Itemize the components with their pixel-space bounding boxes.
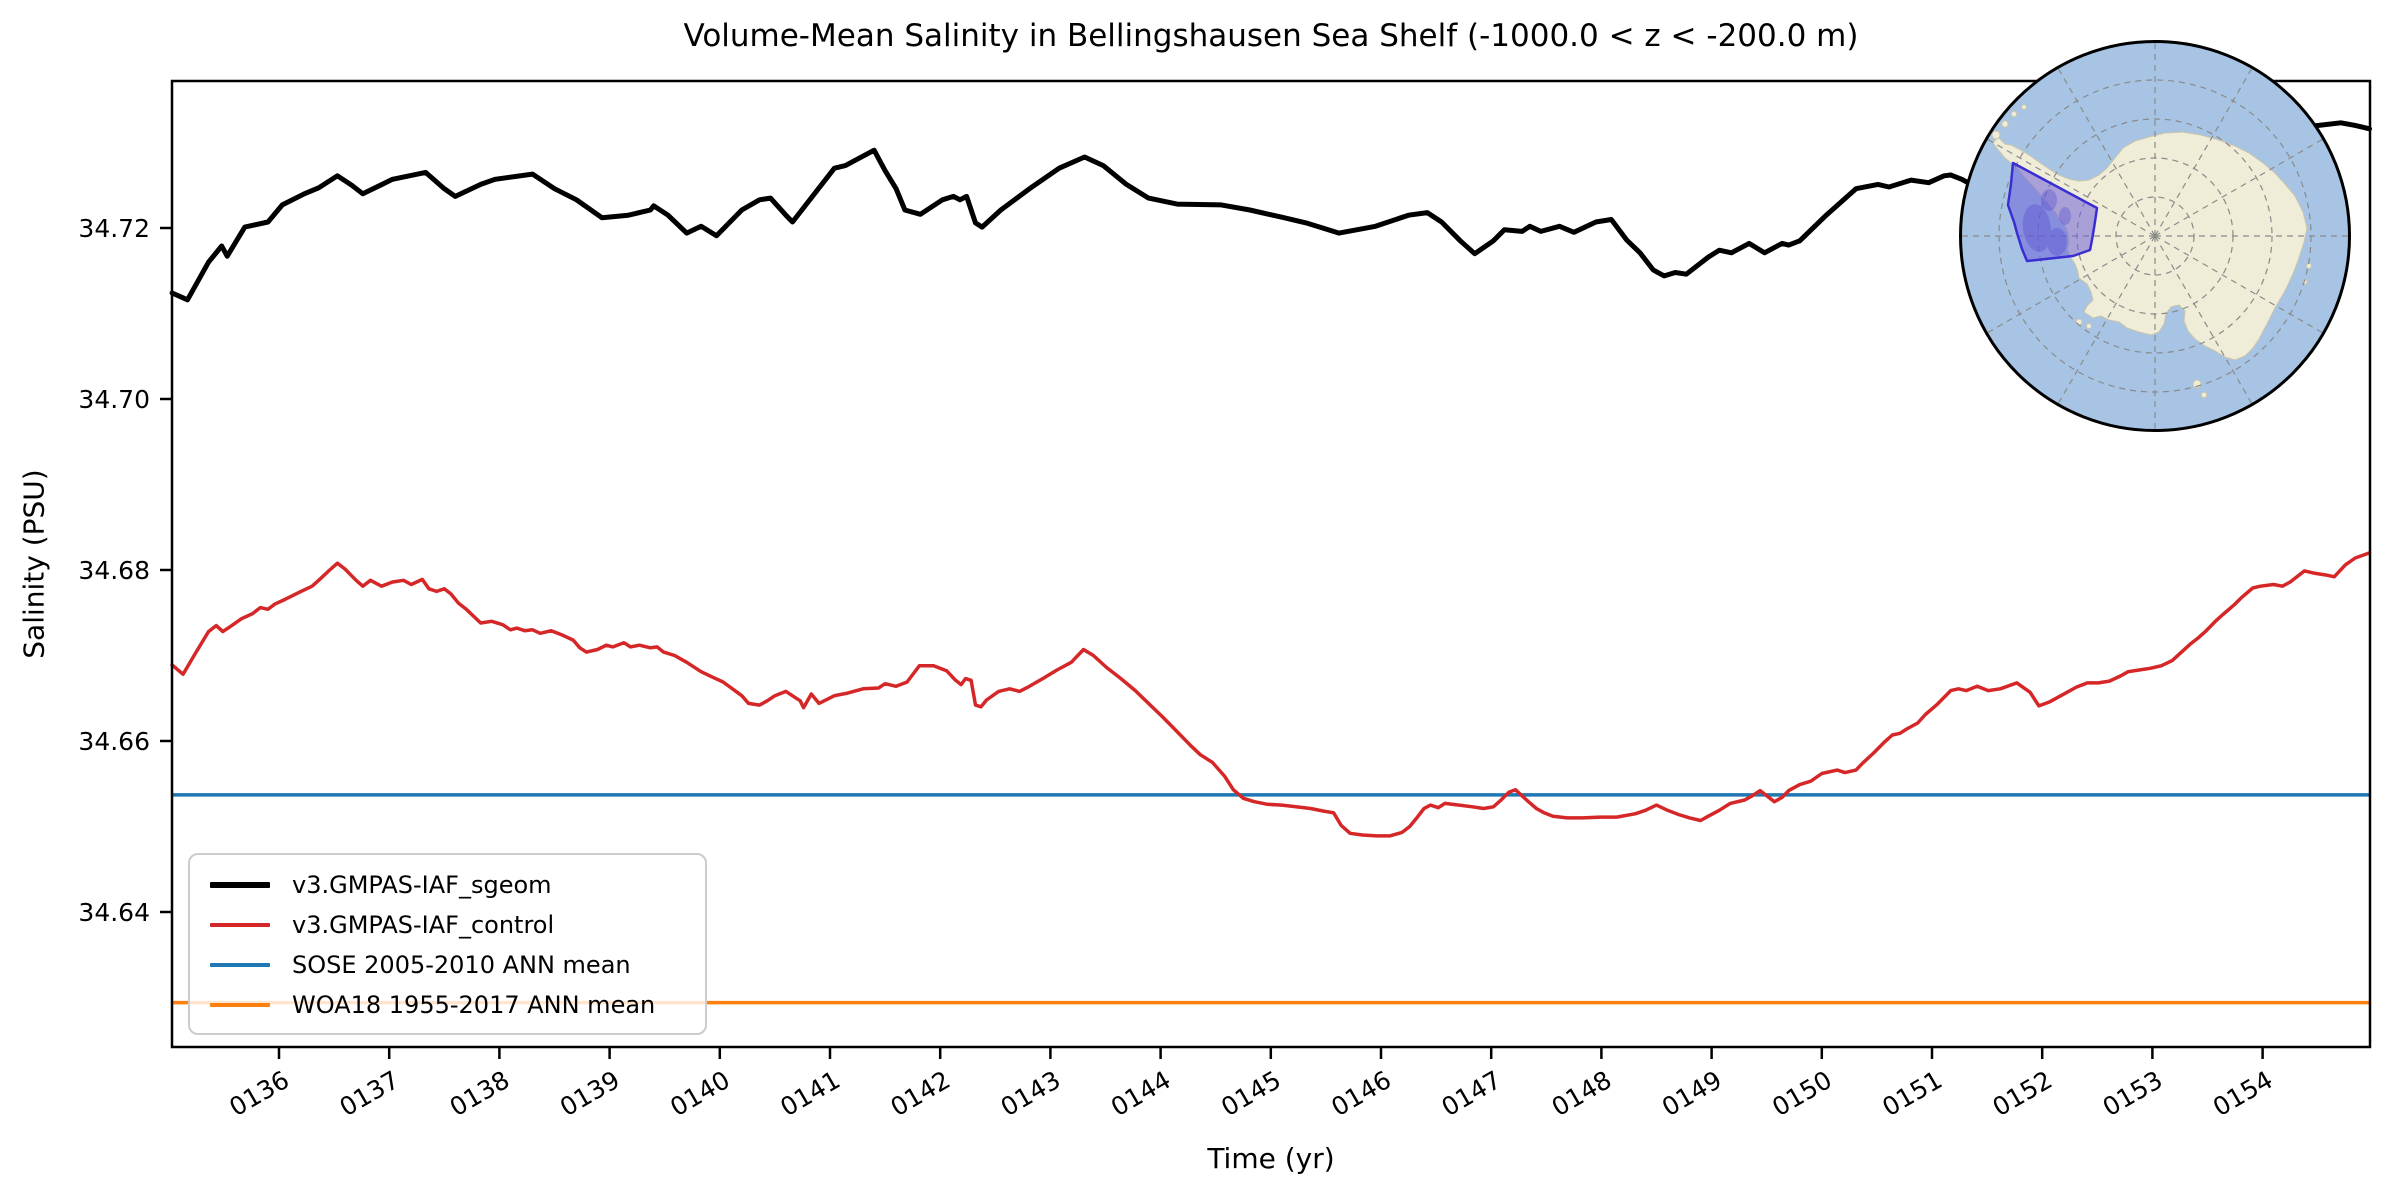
x-tick-label: 0151	[1877, 1065, 1947, 1122]
x-tick-label: 0141	[775, 1065, 845, 1122]
map-border-circle	[1959, 40, 2351, 432]
legend-item-v3.GMPAS-IAF_sgeom: v3.GMPAS-IAF_sgeom	[190, 865, 705, 905]
y-tick-label: 34.70	[78, 385, 150, 414]
legend-line-sample	[210, 923, 270, 927]
x-tick-label: 0145	[1216, 1065, 1286, 1122]
island	[2010, 110, 2018, 118]
x-tick-label: 0153	[2098, 1065, 2168, 1122]
x-tick-label: 0138	[445, 1065, 515, 1122]
chart-title: Volume-Mean Salinity in Bellingshausen S…	[683, 18, 1859, 54]
antarctica-inset-map	[1959, 40, 2351, 432]
x-tick-label: 0146	[1326, 1065, 1396, 1122]
legend-item-SOSE 2005-2010 ANN mean: SOSE 2005-2010 ANN mean	[190, 945, 705, 985]
island	[2086, 323, 2092, 329]
y-tick-label: 34.68	[78, 556, 150, 585]
x-tick-label: 0143	[996, 1065, 1066, 1122]
legend-line-sample	[210, 882, 270, 888]
legend-label: v3.GMPAS-IAF_control	[292, 911, 555, 939]
x-tick-label: 0147	[1437, 1065, 1507, 1122]
island	[1991, 130, 2001, 140]
series-v3.GMPAS-IAF_control	[170, 551, 2372, 838]
y-tick-label: 34.66	[78, 727, 150, 756]
y-tick-label: 34.64	[78, 898, 150, 927]
x-tick-label: 0152	[1988, 1065, 2058, 1122]
legend-line-sample	[210, 1003, 270, 1007]
legend-label: WOA18 1955-2017 ANN mean	[292, 991, 656, 1019]
series-v3.GMPAS-IAF_sgeom	[169, 120, 2372, 303]
island	[2001, 120, 2009, 128]
study-region-polygon	[2006, 161, 2099, 263]
x-tick-label: 0140	[665, 1065, 735, 1122]
legend-box: v3.GMPAS-IAF_sgeom v3.GMPAS-IAF_control SO…	[188, 853, 707, 1035]
x-tick-label: 0149	[1657, 1065, 1727, 1122]
region-outline	[2006, 161, 2099, 263]
legend-item-v3.GMPAS-IAF_control: v3.GMPAS-IAF_control	[190, 905, 705, 945]
region-deep-water-shading	[2022, 189, 2071, 256]
island	[2200, 391, 2208, 399]
x-tick-label: 0136	[224, 1065, 294, 1122]
island	[2306, 263, 2312, 269]
legend-line-sample	[210, 963, 270, 967]
x-axis-label: Time (yr)	[1207, 1142, 1335, 1175]
x-tick-label: 0142	[886, 1065, 956, 1122]
island	[2021, 104, 2027, 110]
x-tick-label: 0144	[1106, 1065, 1176, 1122]
x-tick-label: 0137	[335, 1065, 405, 1122]
x-tick-label: 0150	[1767, 1065, 1837, 1122]
island	[2075, 318, 2083, 326]
x-tick-label: 0148	[1547, 1065, 1617, 1122]
legend-label: SOSE 2005-2010 ANN mean	[292, 951, 631, 979]
legend-item-WOA18 1955-2017 ANN mean: WOA18 1955-2017 ANN mean	[190, 985, 705, 1025]
x-tick-label: 0139	[555, 1065, 625, 1122]
x-tick-label: 0154	[2208, 1065, 2278, 1122]
y-tick-label: 34.72	[78, 214, 150, 243]
legend-label: v3.GMPAS-IAF_sgeom	[292, 871, 552, 899]
